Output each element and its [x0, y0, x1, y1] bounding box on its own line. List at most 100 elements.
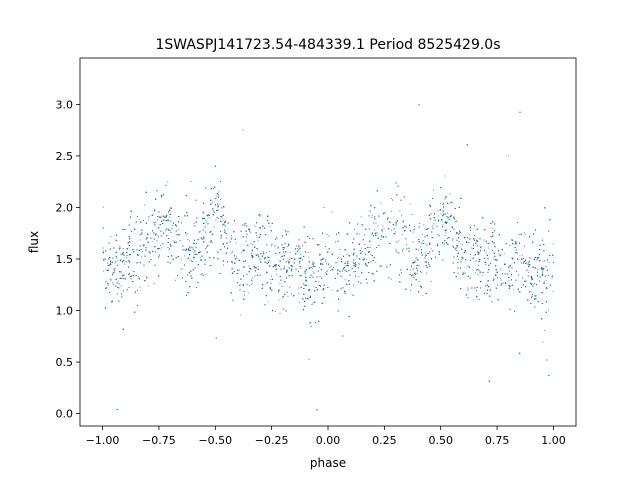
- data-point: [344, 279, 346, 281]
- data-point: [189, 259, 191, 261]
- data-point: [126, 257, 128, 258]
- data-point: [122, 248, 124, 249]
- data-point: [345, 265, 347, 267]
- data-point: [360, 216, 362, 218]
- data-point: [142, 251, 143, 252]
- data-point: [325, 260, 327, 262]
- data-point: [289, 259, 291, 260]
- data-point: [326, 263, 327, 265]
- data-point: [185, 234, 187, 236]
- data-point: [217, 218, 219, 219]
- data-point: [278, 299, 280, 301]
- data-point: [402, 221, 404, 223]
- data-point: [213, 188, 214, 189]
- data-point: [308, 359, 310, 360]
- data-point: [440, 213, 442, 215]
- data-point: [269, 278, 271, 280]
- data-point: [440, 203, 441, 205]
- data-point: [373, 222, 374, 224]
- data-point: [438, 215, 439, 217]
- data-point: [269, 251, 270, 252]
- data-point: [482, 274, 484, 276]
- data-point: [232, 262, 234, 264]
- data-point: [370, 254, 372, 255]
- data-point: [167, 181, 169, 183]
- data-point: [110, 236, 112, 238]
- data-point: [208, 217, 210, 219]
- data-point: [383, 228, 385, 230]
- data-point: [231, 273, 233, 275]
- scatter-points: [102, 104, 554, 411]
- data-point: [279, 289, 280, 291]
- data-point: [360, 247, 362, 249]
- data-point: [248, 292, 250, 294]
- data-point: [469, 234, 471, 236]
- data-point: [353, 271, 354, 273]
- data-point: [442, 205, 444, 207]
- data-point: [169, 243, 171, 245]
- data-point: [507, 284, 509, 286]
- data-point: [433, 189, 434, 191]
- data-point: [172, 225, 174, 226]
- data-point: [300, 267, 302, 269]
- data-point: [450, 230, 451, 232]
- data-point: [102, 250, 104, 252]
- data-point: [509, 244, 511, 246]
- data-point: [148, 219, 149, 221]
- data-point: [500, 279, 502, 281]
- data-point: [399, 210, 401, 212]
- data-point: [269, 226, 271, 228]
- data-point: [330, 265, 332, 267]
- data-point: [311, 267, 313, 269]
- data-point: [252, 257, 253, 259]
- data-point: [303, 255, 305, 257]
- data-point: [535, 229, 536, 231]
- data-point: [390, 210, 392, 212]
- data-point: [158, 256, 160, 257]
- data-point: [223, 264, 224, 266]
- data-point: [524, 234, 526, 235]
- data-point: [515, 244, 517, 246]
- data-point: [258, 214, 259, 216]
- data-point: [382, 225, 384, 227]
- data-point: [324, 259, 326, 261]
- data-point: [241, 251, 243, 253]
- data-point: [478, 264, 479, 266]
- data-point: [257, 266, 259, 267]
- data-point: [422, 295, 424, 297]
- data-point: [243, 283, 245, 285]
- data-point: [212, 202, 213, 204]
- data-point: [113, 272, 114, 273]
- data-point: [160, 245, 161, 246]
- data-point: [113, 283, 114, 285]
- data-point: [235, 256, 237, 258]
- data-point: [424, 252, 426, 254]
- data-point: [325, 272, 327, 274]
- data-point: [222, 243, 224, 245]
- data-point: [213, 226, 215, 228]
- data-point: [113, 269, 115, 271]
- data-point: [153, 282, 155, 284]
- data-point: [545, 279, 547, 281]
- data-point: [153, 208, 155, 210]
- data-point: [380, 202, 382, 204]
- data-point: [141, 231, 143, 233]
- data-point: [259, 228, 261, 229]
- data-point: [265, 251, 267, 253]
- data-point: [461, 258, 463, 260]
- data-point: [250, 242, 252, 244]
- data-point: [139, 286, 141, 288]
- data-point: [344, 270, 346, 271]
- data-point: [156, 239, 158, 241]
- data-point: [168, 216, 170, 218]
- data-point: [377, 225, 379, 227]
- data-point: [452, 240, 454, 242]
- data-point: [431, 248, 433, 250]
- data-point: [444, 175, 446, 177]
- data-point: [346, 254, 348, 256]
- data-point: [515, 305, 517, 307]
- data-point: [473, 299, 474, 301]
- data-point: [398, 240, 400, 242]
- data-point: [317, 281, 319, 283]
